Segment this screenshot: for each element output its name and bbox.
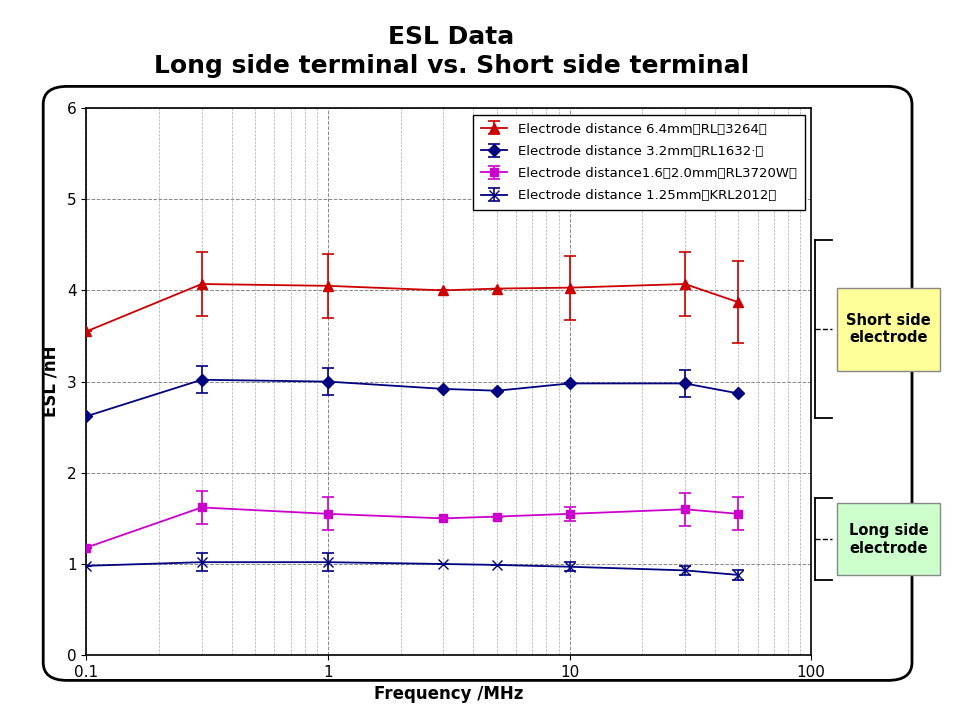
Text: ESL Data: ESL Data: [388, 25, 515, 49]
X-axis label: Frequency /MHz: Frequency /MHz: [374, 685, 523, 703]
Text: Long side
electrode: Long side electrode: [849, 523, 928, 556]
Text: Long side terminal vs. Short side terminal: Long side terminal vs. Short side termin…: [154, 54, 749, 78]
Legend: Electrode distance 6.4mm（RL－3264）, Electrode distance 3.2mm（RL1632·）, Electrode : Electrode distance 6.4mm（RL－3264）, Elect…: [473, 114, 804, 210]
Y-axis label: ESL /nH: ESL /nH: [42, 346, 60, 418]
Text: Short side
electrode: Short side electrode: [846, 313, 931, 346]
